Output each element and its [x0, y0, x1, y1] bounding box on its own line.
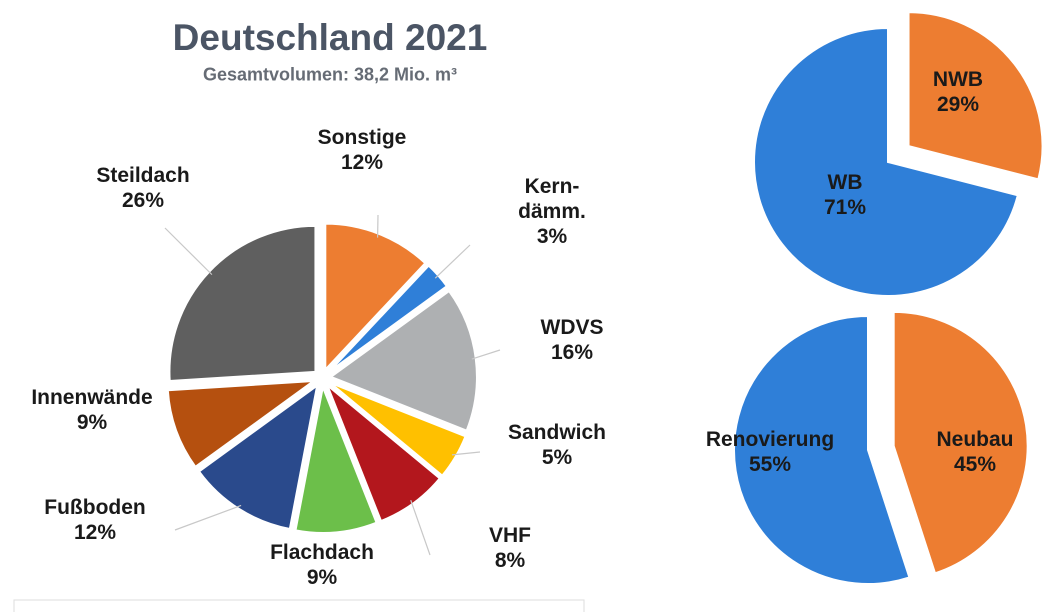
slice-label: Sandwich 5%: [508, 420, 606, 470]
leader-line: [434, 244, 471, 279]
category-label: Sonstige: [317, 125, 407, 149]
slice-label: Flachdach 9%: [270, 540, 374, 590]
value-label: 9%: [306, 566, 338, 589]
value-label: 45%: [953, 453, 997, 476]
category-label: WDVS: [540, 315, 604, 339]
value-label: 9%: [76, 411, 108, 434]
pie-slice: [294, 383, 378, 534]
pie-slice: [907, 11, 1044, 181]
pie-slice: [892, 310, 1029, 575]
value-label: 26%: [121, 189, 165, 212]
chart-subtitle: Gesamtvolumen: 38,2 Mio. m³: [202, 64, 458, 85]
frame: [13, 599, 585, 612]
pie-slice: [326, 384, 442, 523]
slice-label: VHF 8%: [489, 523, 531, 573]
slice-label: Innenwände 9%: [31, 385, 152, 435]
slice-label: Kern-dämm. 3%: [517, 174, 587, 250]
slice-label: Sonstige 12%: [318, 125, 407, 175]
value-label: 12%: [340, 151, 384, 174]
leader-line: [174, 504, 242, 531]
category-label: Renovierung: [705, 427, 835, 451]
pie-slice: [168, 224, 317, 383]
category-label: Flachdach: [270, 540, 374, 564]
slice-label: Steildach 26%: [96, 163, 189, 213]
category-label: Sandwich: [507, 420, 607, 444]
leader-line: [164, 227, 213, 276]
category-label: NWB: [932, 67, 984, 91]
value-label: 8%: [494, 549, 526, 572]
value-label: 29%: [936, 93, 980, 116]
leader-line: [471, 349, 501, 360]
category-label: Steildach: [96, 163, 190, 187]
slice-label: NWB 29%: [933, 67, 983, 117]
slice-label: WB 71%: [824, 170, 866, 220]
slice-label: Renovierung 55%: [706, 427, 834, 477]
value-label: 12%: [73, 521, 117, 544]
pie-slice: [328, 289, 478, 432]
category-label: WB: [827, 170, 863, 194]
chart-title: Deutschland 2021: [172, 17, 488, 58]
slice-label: Neubau 45%: [936, 427, 1013, 477]
leader-line: [451, 451, 481, 456]
pie-slice: [733, 314, 911, 585]
pie-slice: [324, 222, 427, 373]
category-label: Fußboden: [44, 495, 146, 519]
pie-slice: [166, 379, 317, 469]
value-label: 3%: [536, 225, 568, 249]
pie-slice: [329, 381, 467, 478]
pie-slice: [753, 26, 1020, 297]
slice-label: WDVS 16%: [541, 315, 604, 365]
value-label: 5%: [541, 446, 573, 469]
slice-label: Fußboden 12%: [44, 495, 145, 545]
leader-line: [410, 499, 431, 556]
value-label: 16%: [550, 341, 594, 364]
category-label: Kern-dämm.: [518, 175, 586, 224]
pie-slice: [197, 383, 319, 531]
category-label: Neubau: [936, 427, 1014, 451]
category-label: VHF: [489, 523, 531, 547]
value-label: 55%: [748, 453, 792, 476]
category-label: Innenwände: [31, 385, 153, 409]
value-label: 71%: [823, 196, 867, 219]
